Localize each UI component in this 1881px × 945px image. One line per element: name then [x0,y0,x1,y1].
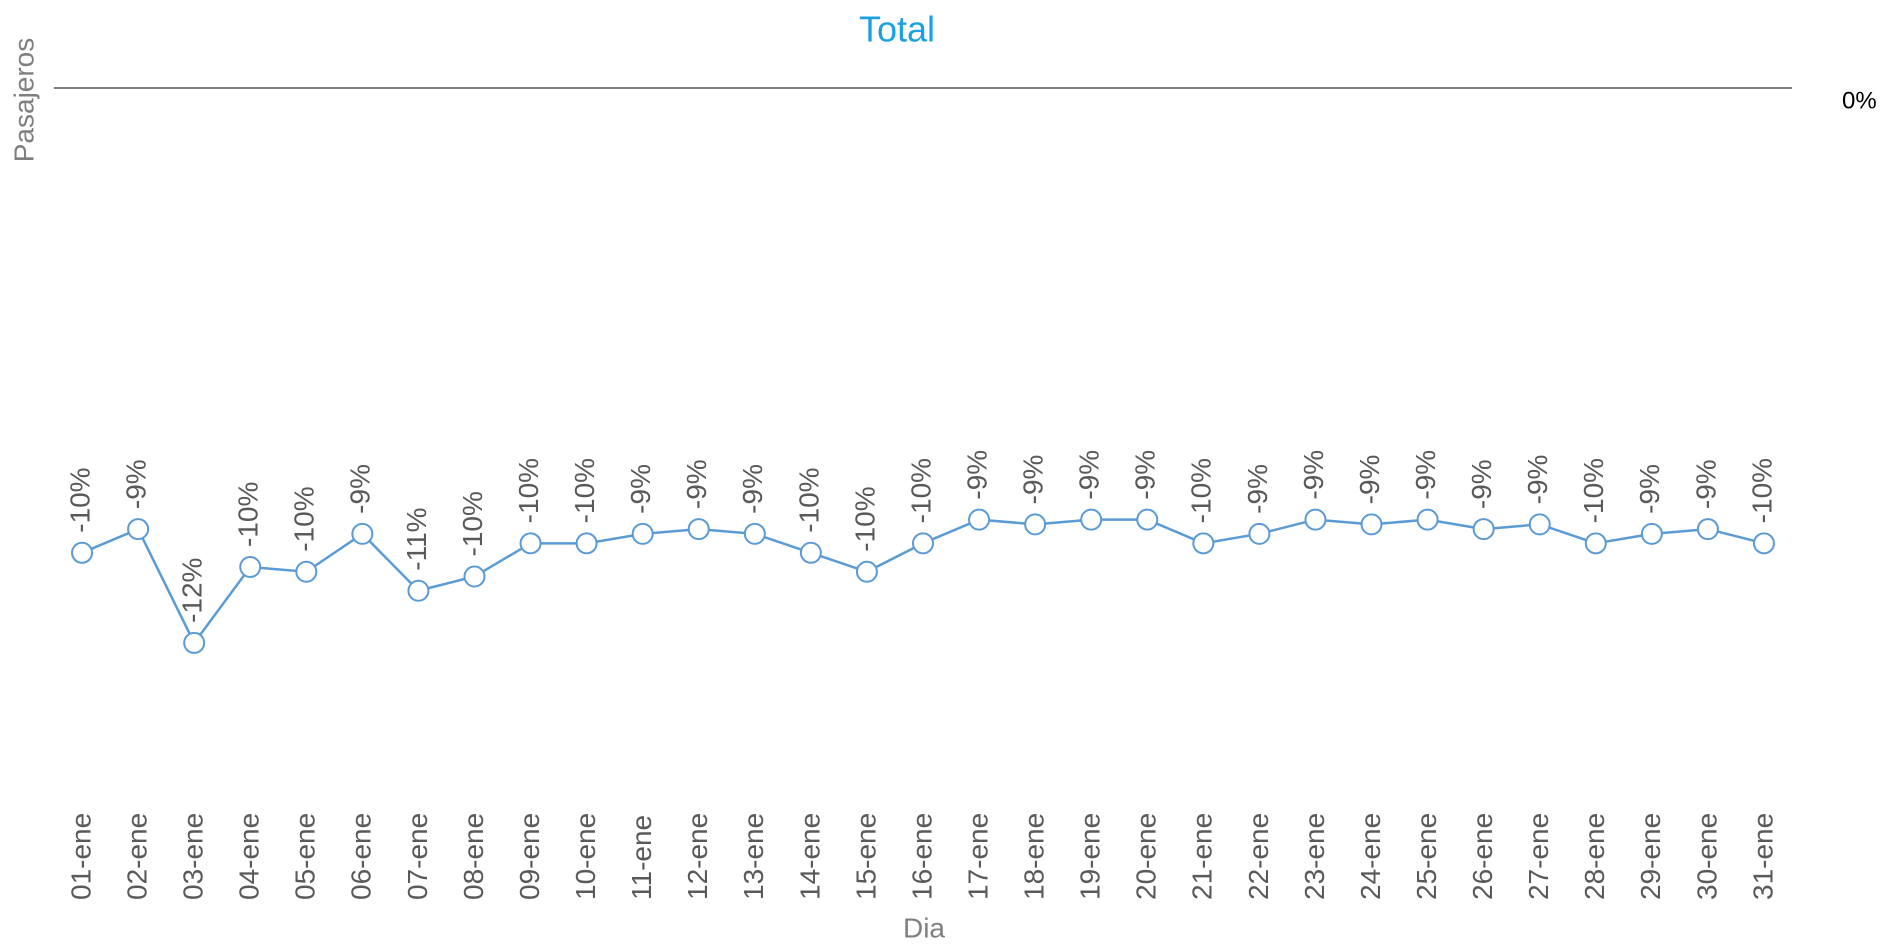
data-label: -9% [737,464,768,514]
marker [687,518,710,541]
data-label: -10% [457,491,488,556]
x-tick-label: 18-ene [1019,813,1050,900]
data-label: -9% [120,459,151,509]
data-label: -12% [177,558,208,623]
chart-title: Total [859,9,935,50]
data-label: -9% [625,464,656,514]
marker [912,532,934,555]
marker [1752,532,1775,555]
marker [1304,508,1327,531]
marker [519,532,542,555]
data-label: -9% [961,450,992,500]
marker [463,565,486,588]
marker [1584,532,1607,555]
data-label: -10% [1746,458,1777,523]
x-tick-label: 13-ene [738,813,769,900]
marker [1192,532,1215,555]
data-label: -9% [1466,459,1497,509]
data-label: -10% [849,486,880,551]
x-tick-label: 04-ene [234,813,265,900]
marker [1248,522,1271,545]
x-tick-label: 19-ene [1075,813,1106,900]
x-tick-label: 17-ene [962,813,993,900]
marker [407,579,430,602]
marker [1528,513,1551,536]
marker [183,631,206,654]
x-tick-label: 27-ene [1523,813,1554,900]
data-label: -11% [401,507,432,570]
marker [1024,513,1047,536]
x-tick-label: 24-ene [1355,813,1386,900]
data-label: -9% [1130,450,1161,500]
x-tick-label: 05-ene [290,813,321,900]
x-tick-label: 11-ene [626,815,657,900]
data-label: -10% [1578,458,1609,523]
marker [1080,508,1103,531]
x-tick-label: 21-ene [1187,813,1218,900]
data-label: -10% [64,467,95,532]
marker [1416,508,1439,531]
x-tick-label: 10-ene [570,813,601,900]
data-label: -10% [233,482,264,547]
x-tick-label: 01-ene [65,813,96,900]
data-label: -9% [1298,450,1329,500]
x-tick-label: 02-ene [121,813,152,900]
data-label: -9% [345,464,376,514]
data-label: -9% [1242,464,1273,514]
marker [1360,513,1383,536]
data-label: -9% [1410,450,1441,500]
marker [855,560,878,583]
x-tick-label: 23-ene [1299,813,1330,900]
x-tick-label: 15-ene [850,813,881,900]
x-tick-label: 28-ene [1579,813,1610,900]
data-label: -10% [1186,458,1217,523]
x-tick-label: 07-ene [402,813,433,900]
data-label: -9% [1522,455,1553,505]
x-tick-label: 22-ene [1243,813,1274,900]
marker [295,560,318,583]
marker [968,508,991,531]
x-axis-label: Dia [903,912,945,943]
marker [1472,518,1495,541]
data-label: -9% [1074,450,1105,500]
y-axis-label: Pasajeros [8,38,39,163]
marker [575,532,598,555]
marker [743,522,766,545]
marker [351,522,374,545]
x-tick-label: 16-ene [906,813,937,900]
y-tick-label: 0% [1842,87,1877,114]
data-label: -10% [569,458,600,523]
x-tick-label: 14-ene [794,813,825,900]
data-label: -10% [513,458,544,523]
x-tick-label: 03-ene [178,813,209,900]
x-tick-label: 09-ene [514,813,545,900]
data-label: -10% [289,486,320,551]
data-label: -9% [1634,464,1665,514]
data-label: -9% [1690,459,1721,509]
marker [239,556,262,579]
marker [1136,508,1159,531]
marker [71,541,94,564]
x-tick-label: 29-ene [1635,813,1666,900]
marker [631,522,654,545]
marker [799,541,822,564]
x-tick-label: 12-ene [682,813,713,900]
marker [1696,518,1719,541]
marker [127,518,150,541]
x-tick-label: 06-ene [346,813,377,900]
data-label: -10% [793,467,824,532]
x-tick-label: 20-ene [1131,813,1162,900]
x-tick-label: 31-ene [1747,813,1778,900]
data-label: -9% [1354,455,1385,505]
x-tick-label: 26-ene [1467,813,1498,900]
x-tick-label: 25-ene [1411,813,1442,900]
data-label: -9% [681,459,712,509]
x-tick-label: 08-ene [458,813,489,900]
marker [1640,522,1663,545]
x-tick-label: 30-ene [1691,813,1722,900]
data-label: -10% [905,458,936,523]
data-label: -9% [1018,455,1049,505]
